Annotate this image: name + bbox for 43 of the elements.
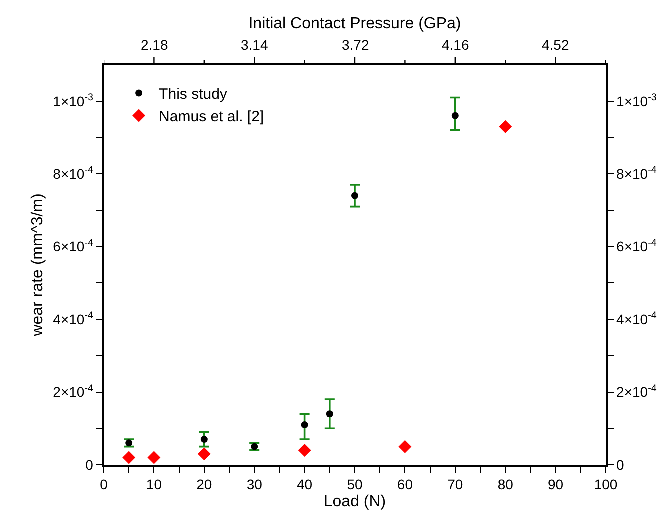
text: 4.16 <box>442 37 470 53</box>
x-tick-label: 80 <box>498 476 514 493</box>
y2-tick-label: 2×10$^{-4}$ <box>616 383 658 400</box>
point <box>326 410 334 418</box>
y-tick-label: 2×10$^{-4}$ <box>53 383 94 400</box>
y2-tick-label: 8×10$^{-4}$ <box>616 165 658 182</box>
x2-axis-title: Initial Contact Pressure (GPa) <box>248 16 462 33</box>
x-tick-label: 10 <box>146 476 162 493</box>
text: 2.18 <box>141 37 168 53</box>
legend-label: This study <box>159 86 228 104</box>
x-tick-label: 90 <box>548 476 564 493</box>
x-tick-label: 70 <box>448 476 464 493</box>
y-axis-title: wear rate (mm^3/m) <box>30 194 47 338</box>
text: 4.52 <box>542 37 570 53</box>
y-tick-label: 6×10$^{-4}$ <box>53 238 94 255</box>
point <box>352 192 358 200</box>
y2-tick-label: 1×10$^{-3}$ <box>616 92 658 110</box>
legend-label: Namus et al. [2] <box>159 108 264 126</box>
y-tick-label: 4×10$^{-4}$ <box>53 310 94 328</box>
point <box>122 451 136 464</box>
x-tick-label: 20 <box>196 476 212 493</box>
point <box>298 444 312 457</box>
y2-tick-label: 0 <box>616 456 625 473</box>
y-tick-label: 8×10$^{-4}$ <box>53 165 94 182</box>
y-tick-label: 0 <box>86 456 94 473</box>
x-tick-label: 30 <box>246 476 263 493</box>
text: 3.14 <box>241 37 268 53</box>
y2-tick-label: 4×10$^{-4}$ <box>616 310 658 328</box>
x-axis-title: Load (N) <box>324 494 386 511</box>
text: 3.72 <box>342 37 370 53</box>
y2-tick-label: 6×10$^{-4}$ <box>616 238 658 255</box>
x-tick-label: 0 <box>100 476 108 493</box>
point <box>198 448 211 461</box>
x-tick-label: 50 <box>347 476 363 493</box>
point <box>148 451 161 464</box>
point <box>398 440 412 454</box>
point <box>301 422 308 428</box>
point <box>452 112 459 120</box>
x-tick-label: 40 <box>297 476 313 493</box>
x-tick-label: 100 <box>594 476 618 493</box>
point <box>499 120 512 134</box>
y-tick-label: 1×10$^{-3}$ <box>53 92 94 110</box>
x-tick-label: 60 <box>397 476 414 493</box>
